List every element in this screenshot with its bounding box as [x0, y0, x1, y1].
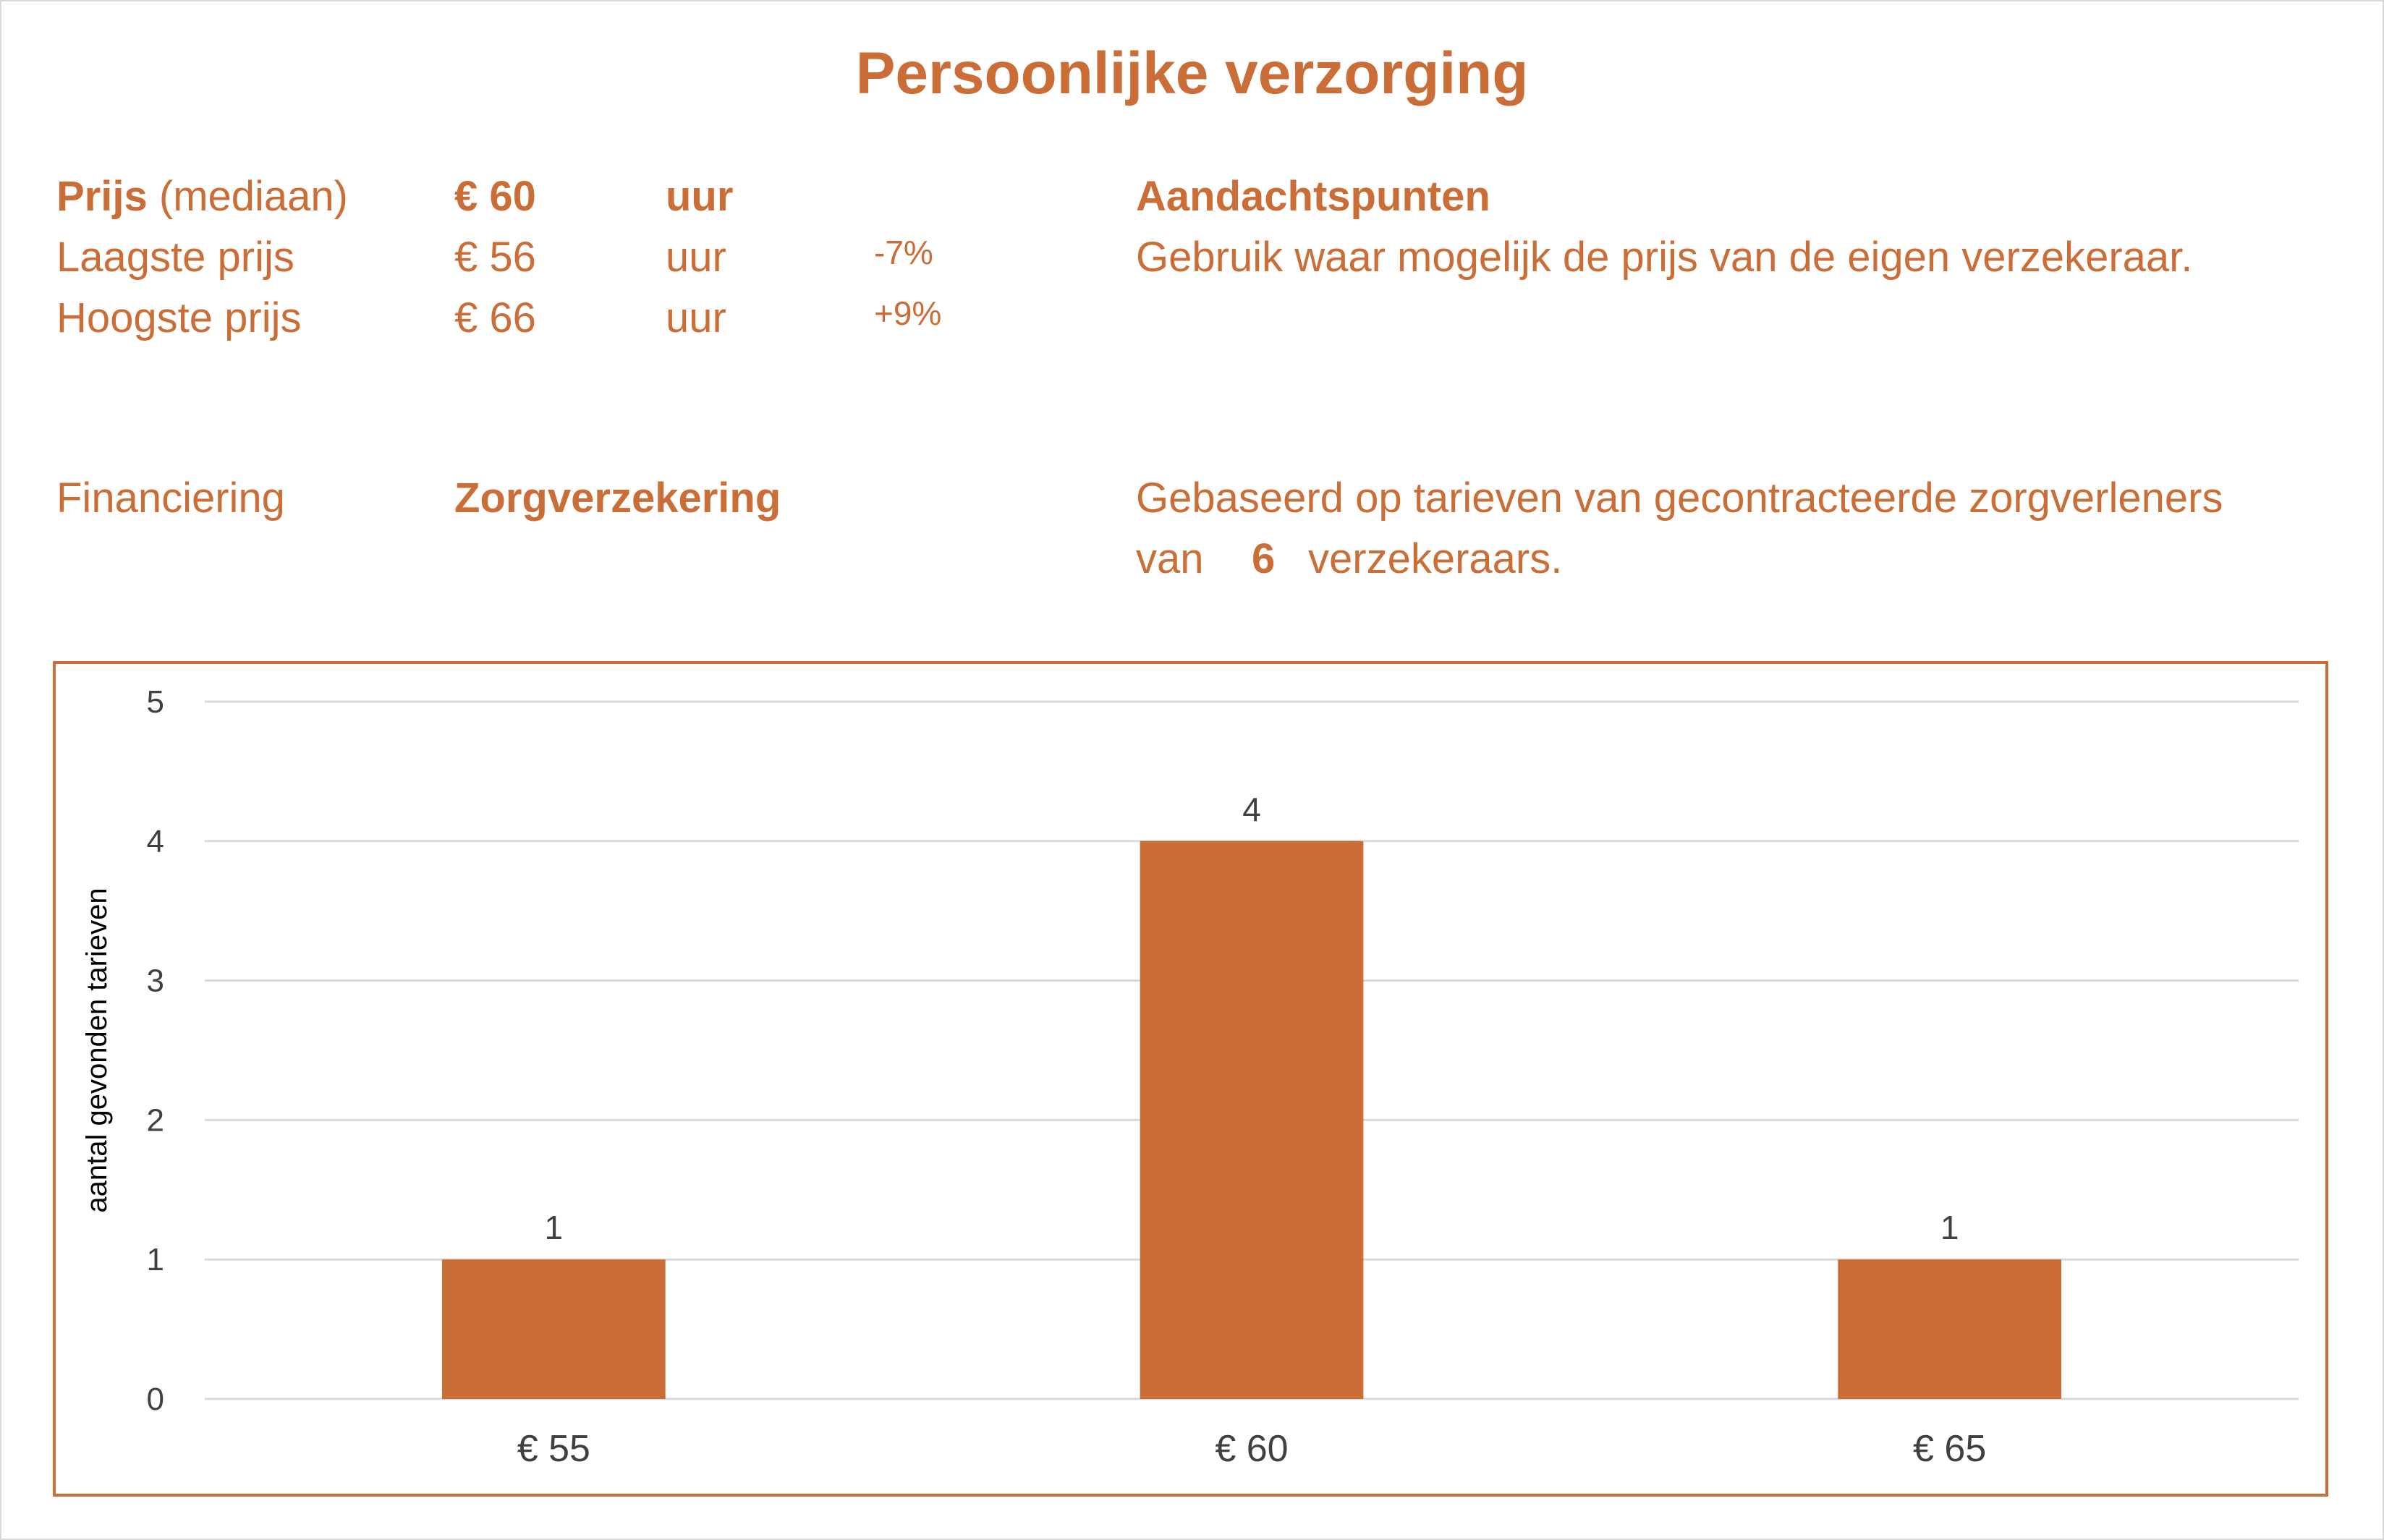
data-label: 1: [1940, 1209, 1959, 1246]
median-price-label: Prijs (mediaan): [56, 172, 348, 221]
median-price-unit: uur: [666, 173, 734, 220]
highest-price-unit: uur: [666, 294, 726, 341]
bar: [1838, 1259, 2062, 1399]
y-tick-label: 3: [147, 963, 164, 999]
y-tick-label: 1: [147, 1242, 164, 1277]
highest-price-label: Hoogste prijs: [56, 294, 302, 341]
financing-value: Zorgverzekering: [454, 475, 781, 522]
notes-heading: Aandachtspunten: [1136, 173, 1490, 220]
median-price-label-bold: Prijs: [56, 173, 148, 220]
financing-basis-line1: Gebaseerd op tarieven van gecontracteerd…: [1136, 475, 2223, 522]
bar: [1140, 841, 1364, 1399]
bar: [441, 1259, 666, 1399]
x-tick-label: € 65: [1913, 1428, 1986, 1470]
highest-price-value: € 66: [454, 294, 536, 341]
financing-label: Financiering: [56, 475, 285, 522]
y-tick-label: 5: [147, 684, 164, 720]
financing-basis-rest: verzekeraars.: [1308, 535, 1563, 582]
median-price-label-rest: (mediaan): [158, 173, 348, 220]
lowest-price-value: € 56: [454, 234, 536, 281]
x-tick-label: € 55: [517, 1428, 590, 1470]
lowest-price-unit: uur: [666, 234, 726, 281]
notes-text: Gebruik waar mogelijk de prijs van de ei…: [1136, 234, 2193, 281]
bar-chart: 0 1 2 3 4 5 aantal gevonden tarieven 1 € 55 4 € 60…: [81, 684, 2299, 1470]
page-title: Persoonlijke verzorging: [855, 41, 1529, 106]
financing-basis-van: van: [1136, 535, 1204, 582]
data-label: 4: [1242, 791, 1261, 828]
lowest-price-label: Laagste prijs: [56, 234, 294, 281]
lowest-price-pct: -7%: [874, 234, 933, 271]
y-tick-label: 4: [147, 824, 164, 859]
data-label: 1: [545, 1209, 564, 1246]
median-price-value: € 60: [454, 173, 536, 220]
y-tick-label: 0: [147, 1382, 164, 1417]
y-axis-label: aantal gevonden tarieven: [81, 888, 113, 1212]
highest-price-pct: +9%: [874, 294, 942, 332]
financing-insurer-count: 6: [1252, 535, 1276, 582]
x-tick-label: € 60: [1215, 1428, 1288, 1470]
y-tick-label: 2: [147, 1102, 164, 1138]
chart-frame: 0 1 2 3 4 5 aantal gevonden tarieven 1 € 55 4 € 60…: [53, 661, 2328, 1497]
